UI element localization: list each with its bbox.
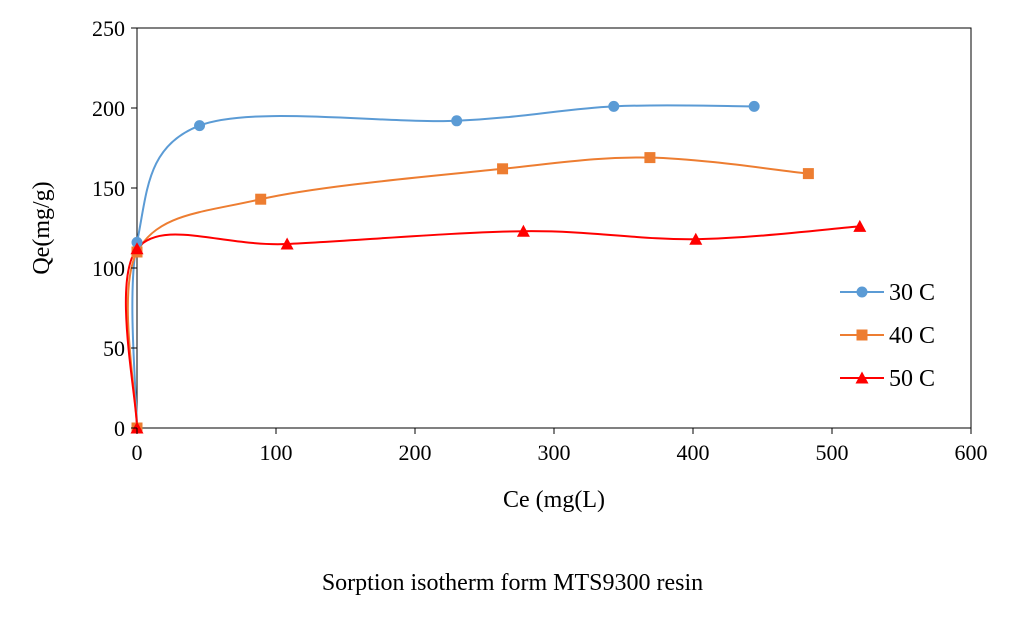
legend-marker	[856, 329, 868, 341]
y-tick-label: 50	[103, 336, 125, 361]
data-point-series-2	[644, 152, 656, 164]
series-line-2	[126, 156, 809, 429]
y-tick-label: 100	[92, 256, 125, 281]
data-point-series-2	[497, 163, 509, 175]
chart: 0 100 200 300 400 500 600 0 50 100 150 200 250 Ce (…	[29, 16, 988, 513]
data-point-series-3	[516, 224, 530, 237]
x-tick-label: 500	[816, 440, 849, 465]
data-point-series-3	[853, 219, 867, 232]
y-tick-label: 150	[92, 176, 125, 201]
x-tick-label: 400	[677, 440, 710, 465]
x-tick-label: 200	[399, 440, 432, 465]
data-point-series-3	[689, 232, 703, 245]
x-tick-label: 100	[260, 440, 293, 465]
series-line-3	[124, 225, 860, 429]
y-axis-ticks: 0 50 100 150 200 250	[92, 16, 137, 441]
figure-caption: Sorption isotherm form MTS9300 resin	[321, 570, 704, 596]
y-tick-label: 0	[114, 416, 125, 441]
data-point-series-1	[451, 115, 463, 127]
x-axis-title: Ce (mg(L)	[503, 487, 605, 513]
data-point-series-3	[130, 242, 144, 255]
data-point-series-1	[194, 120, 206, 132]
y-tick-label: 250	[92, 16, 125, 41]
x-axis-ticks: 0 100 200 300 400 500 600	[132, 428, 988, 465]
x-tick-label: 300	[538, 440, 571, 465]
legend-label: 30 C	[889, 280, 935, 306]
data-point-series-2	[255, 193, 267, 205]
x-tick-label: 600	[955, 440, 988, 465]
data-point-series-1	[748, 100, 760, 112]
y-tick-label: 200	[92, 96, 125, 121]
data-point-series-1	[608, 100, 620, 112]
legend-marker	[856, 286, 868, 298]
legend-label: 50 C	[889, 366, 935, 392]
data-point-series-2	[802, 168, 814, 180]
legend: 30 C 40 C 50 C	[840, 280, 935, 392]
plot-area	[136, 27, 972, 429]
legend-marker	[855, 371, 869, 384]
legend-label: 40 C	[889, 323, 935, 349]
data-point-series-3	[280, 237, 294, 250]
y-axis-title: Qe(mg/g)	[29, 181, 55, 274]
x-tick-label: 0	[132, 440, 143, 465]
